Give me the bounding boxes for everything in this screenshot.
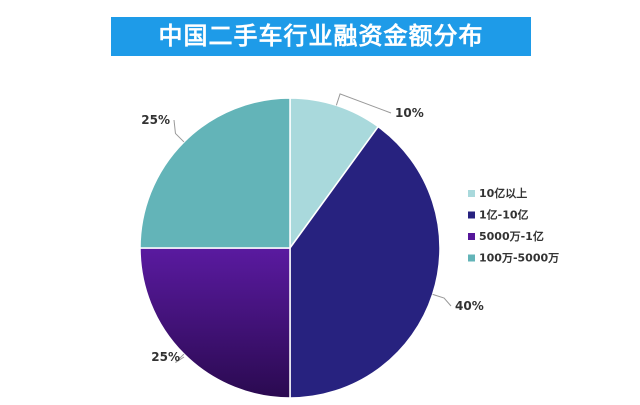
data-label-0: 10% <box>395 106 424 120</box>
legend-swatch-1 <box>468 211 475 219</box>
legend-swatch-3 <box>468 254 475 262</box>
chart-title: 中国二手车行业融资金额分布 <box>111 17 531 56</box>
legend-label-3: 100万-5000万 <box>479 252 559 265</box>
leader-line-1 <box>432 293 452 307</box>
data-label-1: 40% <box>455 299 484 313</box>
pie-slice-2 <box>139 247 291 399</box>
pie-slice-1 <box>289 125 441 399</box>
legend-label-0: 10亿以上 <box>479 186 527 200</box>
legend-label-1: 1亿-10亿 <box>479 208 529 222</box>
leader-line-3 <box>173 119 185 143</box>
legend-swatch-0 <box>468 190 475 197</box>
leader-line-2 <box>175 353 185 363</box>
legend-swatch-2 <box>468 233 475 240</box>
legend-label-2: 5000万-1亿 <box>479 229 544 243</box>
data-label-3: 25% <box>141 113 170 127</box>
leader-line-0 <box>335 93 392 114</box>
data-label-2: 25% <box>151 350 180 364</box>
